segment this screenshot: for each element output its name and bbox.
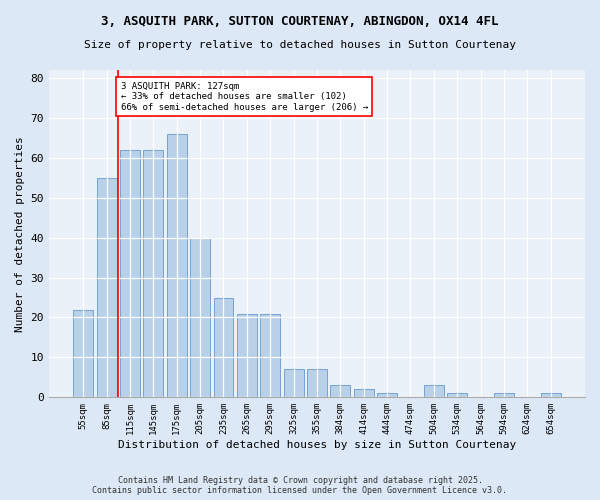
Bar (143, 150, 163, 398)
Bar (331, 386, 350, 398)
Bar (260, 314, 280, 398)
X-axis label: Distribution of detached houses by size in Sutton Courtenay: Distribution of detached houses by size … (118, 440, 516, 450)
Text: Size of property relative to detached houses in Sutton Courtenay: Size of property relative to detached ho… (84, 40, 516, 50)
Bar (494, 394, 514, 398)
Text: 3 ASQUITH PARK: 127sqm
← 33% of detached houses are smaller (102)
66% of semi-de: 3 ASQUITH PARK: 127sqm ← 33% of detached… (121, 82, 368, 112)
Bar (377, 394, 397, 398)
Bar (237, 314, 257, 398)
Bar (214, 298, 233, 398)
Bar (97, 178, 116, 398)
Bar (120, 150, 140, 398)
Bar (284, 370, 304, 398)
Y-axis label: Number of detached properties: Number of detached properties (15, 136, 25, 332)
Text: 3, ASQUITH PARK, SUTTON COURTENAY, ABINGDON, OX14 4FL: 3, ASQUITH PARK, SUTTON COURTENAY, ABING… (101, 15, 499, 28)
Bar (190, 238, 210, 398)
Bar (73, 310, 93, 398)
Bar (307, 370, 327, 398)
Bar (424, 386, 444, 398)
Bar (354, 390, 374, 398)
Bar (447, 394, 467, 398)
Text: Contains HM Land Registry data © Crown copyright and database right 2025.
Contai: Contains HM Land Registry data © Crown c… (92, 476, 508, 495)
Bar (167, 134, 187, 398)
Bar (541, 394, 560, 398)
